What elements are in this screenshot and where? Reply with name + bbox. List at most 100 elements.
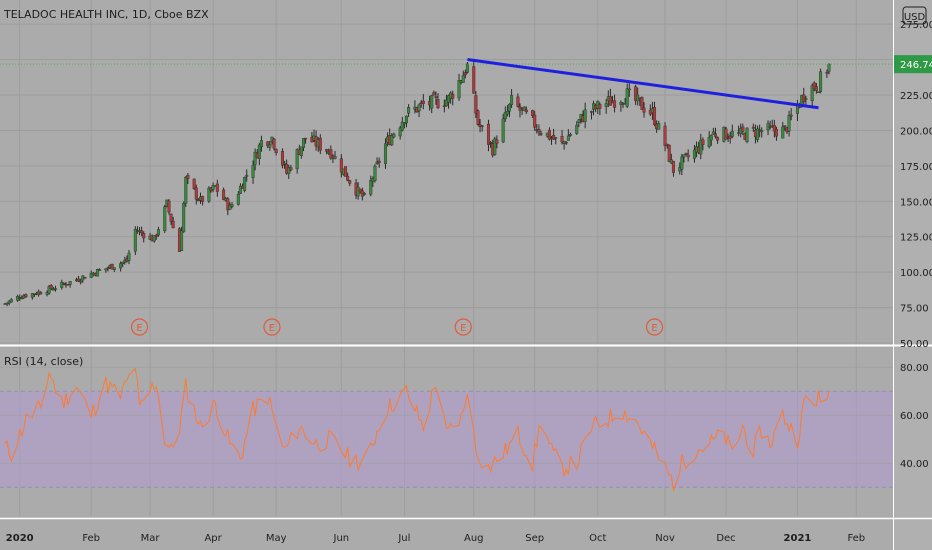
candle-body — [106, 267, 110, 270]
candle-body — [184, 177, 188, 204]
candle-body — [516, 96, 520, 107]
candle-body — [434, 96, 438, 98]
rsi-line — [4, 367, 830, 491]
candle-body — [369, 180, 373, 195]
candle-body — [568, 134, 572, 136]
candle-body — [787, 115, 791, 132]
candle-body — [257, 144, 261, 159]
candle-body — [348, 180, 352, 184]
candle-body — [745, 127, 749, 143]
candle-body — [45, 292, 49, 295]
candle-body — [226, 198, 230, 211]
candle-body — [812, 82, 816, 90]
candle-body — [692, 149, 696, 159]
candle-body — [169, 213, 173, 222]
candle-body — [451, 93, 455, 99]
candle-body — [486, 123, 490, 145]
candle-body — [457, 80, 461, 99]
time-tick-label: Apr — [204, 533, 222, 544]
time-tick-label: Nov — [655, 533, 675, 544]
symbol-title[interactable]: TELADOC HEALTH INC, 1D, Cboe BZX — [4, 8, 209, 21]
last-price-badge — [894, 55, 932, 74]
candle-body — [5, 302, 9, 305]
earnings-marker-label: E — [651, 323, 657, 334]
price-tick-label: 200.00 — [900, 126, 932, 137]
candle-body — [489, 142, 493, 144]
time-tick-label: Sep — [525, 533, 544, 544]
candle-body — [24, 294, 28, 298]
time-tick-label: Feb — [82, 533, 100, 544]
candle-body — [83, 276, 87, 279]
candle-body — [756, 128, 760, 140]
earnings-marker-label: E — [269, 323, 275, 334]
time-tick-label: Oct — [589, 533, 606, 544]
candle-body — [79, 280, 83, 283]
candle-body — [432, 92, 436, 96]
candle-body — [325, 149, 329, 152]
candle-body — [329, 149, 333, 159]
candle-body — [402, 122, 406, 125]
candle-body — [825, 72, 829, 74]
currency-label: USD — [904, 12, 926, 23]
candle-body — [699, 139, 703, 155]
candle-body — [751, 126, 755, 129]
candle-body — [524, 109, 528, 113]
candle-body — [230, 204, 234, 207]
candle-body — [49, 285, 53, 290]
candle-body — [463, 72, 467, 76]
candle-body — [417, 104, 421, 112]
price-tick-label: 175.00 — [900, 162, 932, 173]
candle-body — [373, 165, 377, 181]
rsi-tick-label: 80.00 — [900, 363, 929, 374]
candle-body — [539, 133, 543, 135]
candle-body — [207, 187, 211, 202]
price-tick-label: 100.00 — [900, 268, 932, 279]
candle-body — [89, 273, 93, 278]
candle-body — [522, 106, 526, 111]
candle-body — [110, 263, 114, 270]
candle-body — [182, 203, 186, 232]
candle-body — [20, 297, 24, 300]
candle-body — [407, 106, 411, 114]
candle-body — [30, 293, 34, 298]
candle-body — [299, 146, 303, 156]
candle-body — [119, 263, 123, 269]
candle-body — [194, 187, 198, 200]
candle-body — [215, 183, 219, 192]
rsi-tick-label: 60.00 — [900, 411, 929, 422]
candle-body — [127, 252, 131, 261]
candle-body — [627, 88, 631, 91]
candle-body — [503, 112, 507, 120]
candle-body — [713, 133, 717, 137]
candle-body — [283, 162, 287, 165]
rsi-title[interactable]: RSI (14, close) — [4, 355, 84, 368]
candle-body — [98, 269, 102, 271]
candle-body — [701, 139, 705, 145]
candle-body — [802, 94, 806, 102]
candle-body — [236, 194, 240, 205]
candle-body — [625, 88, 629, 107]
earnings-marker-label: E — [460, 323, 466, 334]
candle-body — [295, 149, 299, 170]
candle-body — [62, 283, 66, 285]
candle-body — [642, 107, 646, 113]
candle-body — [201, 196, 205, 202]
price-tick-label: 150.00 — [900, 197, 932, 208]
candle-body — [358, 189, 362, 193]
candle-body — [318, 137, 322, 151]
candle-body — [272, 138, 276, 149]
candle-body — [404, 115, 408, 124]
candle-body — [716, 137, 720, 141]
trendline — [467, 58, 819, 110]
candle-body — [667, 144, 671, 162]
candle-body — [598, 104, 602, 109]
candle-body — [671, 160, 675, 173]
candle-body — [758, 129, 762, 131]
candle-body — [171, 220, 175, 229]
candle-body — [810, 85, 814, 102]
candle-body — [682, 154, 686, 158]
candle-body — [251, 165, 255, 178]
candle-body — [575, 124, 579, 134]
candle-body — [156, 229, 160, 236]
